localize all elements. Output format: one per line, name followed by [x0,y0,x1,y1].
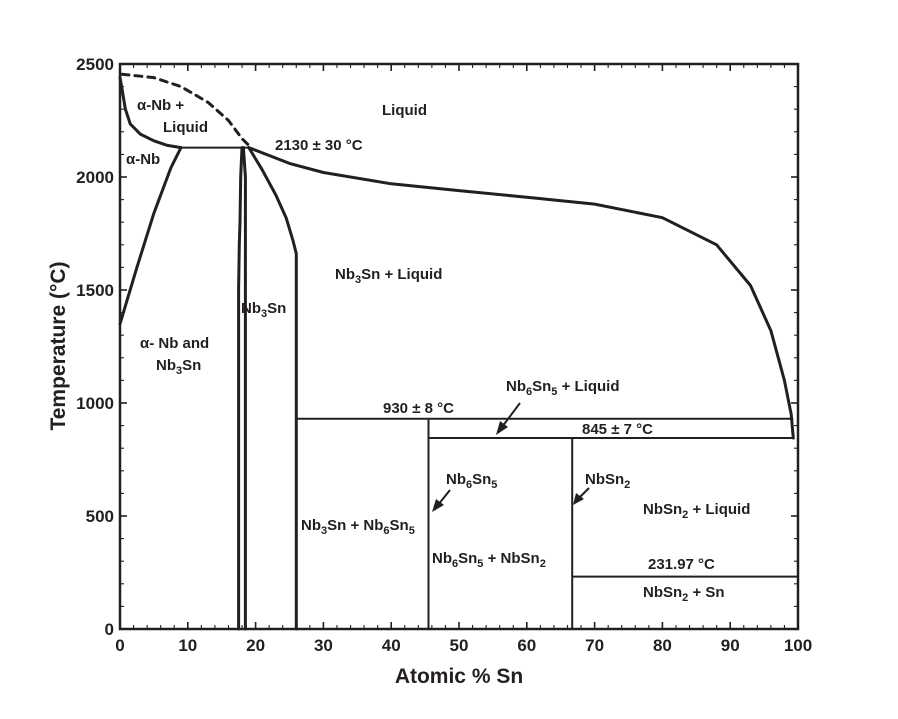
y-tick-label: 0 [105,620,114,639]
label-alpha-nb-and-2: Nb3Sn [156,357,201,377]
y-tick-label: 500 [86,507,114,526]
phase-boundary-3 [118,146,183,326]
x-tick-label: 30 [314,636,333,655]
label-nb3sn-nb6sn5: Nb3Sn + Nb6Sn5 [301,517,415,537]
y-axis-title: Temperature (°C) [47,261,70,430]
arrows [432,402,590,512]
label-peritectic-845: 845 ± 7 °C [582,421,653,438]
x-tick-label: 60 [517,636,536,655]
y-axis-tick-labels: 0 500 1000 1500 2000 2500 [76,55,114,639]
label-peritectic-930: 930 ± 8 °C [383,400,454,417]
phase-boundaries [118,72,798,631]
label-alpha-nb-liquid-2: Liquid [163,119,208,136]
x-tick-label: 80 [653,636,672,655]
arrow-nb6sn5-head [432,499,444,512]
label-alpha-nb-liquid-1: α-Nb + [137,97,184,114]
label-alpha-nb-and-1: α- Nb and [140,335,209,352]
phase-boundary-0 [118,76,183,150]
x-axis-tick-labels: 0 10 20 30 40 50 60 70 80 90 100 [115,636,812,655]
x-axis-title: Atomic % Sn [395,665,523,688]
label-nbsn2: NbSn2 [585,471,630,491]
phase-boundary-5 [241,146,247,631]
x-tick-label: 0 [115,636,124,655]
arrow-nbsn2-head [573,493,584,505]
label-alpha-nb: α-Nb [126,151,160,168]
y-tick-label: 2500 [76,55,114,74]
phase-boundary-4 [237,146,244,631]
label-nb6sn5-nbsn2: Nb6Sn5 + NbSn2 [432,550,546,570]
x-tick-label: 10 [178,636,197,655]
x-tick-label: 70 [585,636,604,655]
phase-boundary-7 [247,146,795,440]
label-nb6sn5: Nb6Sn5 [446,471,497,491]
x-tick-label: 50 [450,636,469,655]
x-tick-label: 90 [721,636,740,655]
y-tick-label: 1500 [76,281,114,300]
y-tick-label: 2000 [76,168,114,187]
y-tick-label: 1000 [76,394,114,413]
plot-frame [118,62,800,631]
label-sn-melting: 231.97 °C [648,556,715,573]
region-labels: Liquid α-Nb + Liquid 2130 ± 30 °C α-Nb α… [126,97,750,604]
label-peritectic-2130: 2130 ± 30 °C [275,137,363,154]
x-tick-label: 40 [382,636,401,655]
label-nbsn2-liquid: NbSn2 + Liquid [643,501,750,521]
x-tick-label: 100 [784,636,812,655]
label-nb6sn5-liquid: Nb6Sn5 + Liquid [506,378,620,398]
phase-boundary-6 [247,146,298,631]
axis-ticks [119,63,799,630]
phase-boundary-1 [120,72,251,147]
arrow-nb6sn5-liquid-line [501,402,521,428]
arrow-nb6sn5-liquid-head [496,421,508,435]
x-tick-label: 20 [246,636,265,655]
label-nbsn2-sn: NbSn2 + Sn [643,584,725,604]
label-liquid: Liquid [382,102,427,119]
label-nb3sn-liquid: Nb3Sn + Liquid [335,266,442,286]
label-nb3sn: Nb3Sn [241,300,286,320]
